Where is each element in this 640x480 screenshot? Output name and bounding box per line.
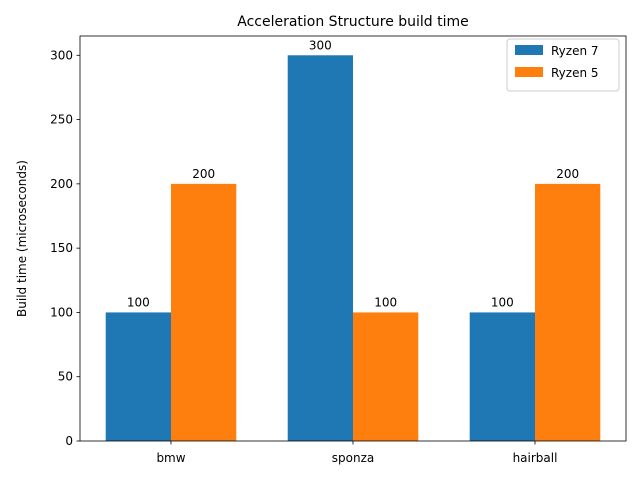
y-axis: 0 50 100 150 200 250 300 (50, 48, 80, 448)
bar-sponza-ryzen-5 (353, 312, 419, 441)
bar-value-label: 100 (127, 295, 150, 309)
y-tick-label: 100 (50, 305, 73, 319)
y-tick-label: 50 (58, 370, 73, 384)
x-axis: bmw sponza hairball (156, 441, 557, 465)
bar-value-label: 100 (374, 295, 397, 309)
x-tick-label: sponza (332, 451, 374, 465)
plot-frame (79, 35, 627, 442)
bar-value-label: 200 (192, 167, 215, 181)
legend-label: Ryzen 7 (551, 44, 599, 58)
bar-value-label: 100 (491, 295, 514, 309)
x-tick-label: bmw (156, 451, 185, 465)
bars-group (105, 55, 601, 442)
y-tick-label: 300 (50, 48, 73, 62)
y-tick-label: 0 (65, 434, 73, 448)
legend-swatch (515, 67, 543, 77)
y-tick-label: 250 (50, 113, 73, 127)
bar-value-label: 200 (556, 167, 579, 181)
legend-swatch (515, 45, 543, 55)
legend-label: Ryzen 5 (551, 66, 599, 80)
x-tick-label: hairball (513, 451, 558, 465)
legend: Ryzen 7 Ryzen 5 (506, 38, 620, 92)
bar-sponza-ryzen-7 (287, 55, 353, 442)
y-axis-label: Build time (microseconds) (15, 160, 29, 317)
bar-labels-group: 100 200 300 100 100 200 (127, 38, 579, 309)
bar-hairball-ryzen-5 (535, 183, 601, 441)
bar-bmw-ryzen-7 (105, 312, 171, 441)
bar-value-label: 300 (309, 38, 332, 52)
bar-hairball-ryzen-7 (469, 312, 535, 441)
bar-bmw-ryzen-5 (171, 183, 237, 441)
chart-title: Acceleration Structure build time (237, 14, 469, 30)
y-tick-label: 200 (50, 177, 73, 191)
y-tick-label: 150 (50, 241, 73, 255)
